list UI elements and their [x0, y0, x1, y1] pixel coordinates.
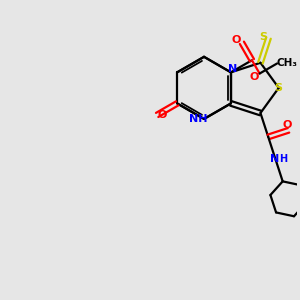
Text: N: N — [270, 154, 279, 164]
Text: O: O — [232, 35, 241, 45]
Text: S: S — [259, 32, 267, 41]
Text: H: H — [279, 154, 287, 164]
Text: S: S — [275, 83, 283, 93]
Text: CH₃: CH₃ — [276, 58, 297, 68]
Text: NH: NH — [190, 114, 208, 124]
Text: N: N — [228, 64, 237, 74]
Text: O: O — [282, 120, 292, 130]
Text: O: O — [249, 72, 258, 82]
Text: O: O — [158, 110, 167, 120]
